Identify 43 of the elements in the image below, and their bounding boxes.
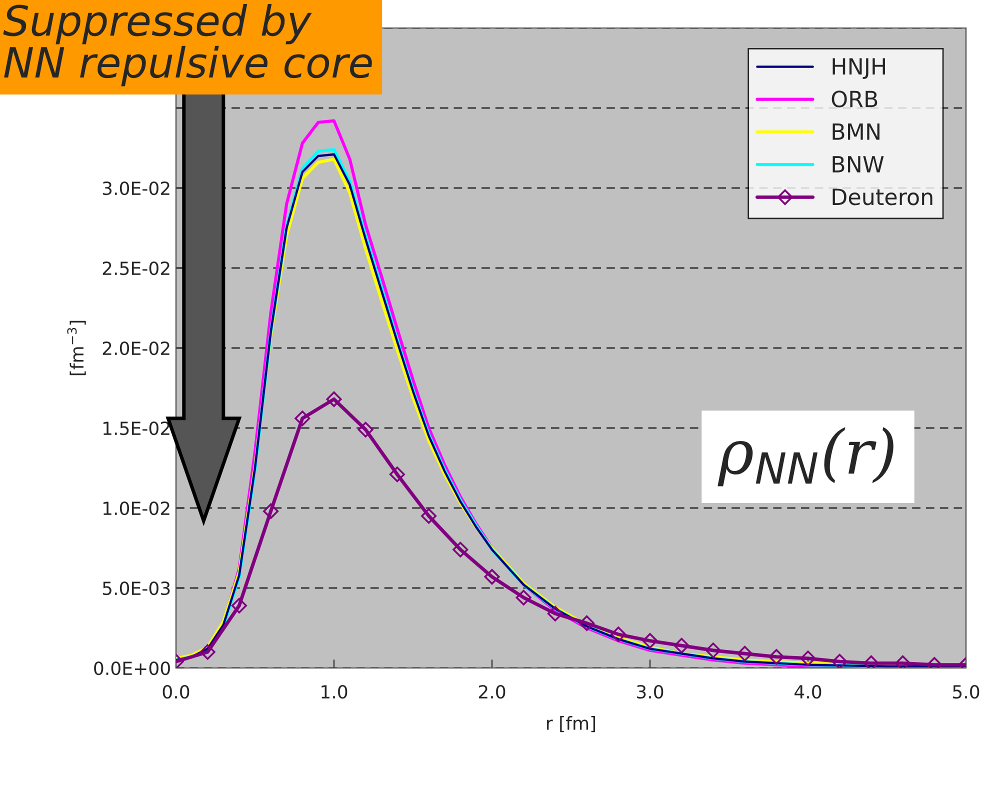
point <box>358 422 374 438</box>
annotation: ρ$_{NN}$(r) <box>718 427 894 486</box>
point <box>832 654 848 668</box>
point <box>484 569 500 585</box>
y-tick-label: 2.0E-02 <box>102 341 170 356</box>
legend-label: BNW <box>832 156 884 172</box>
x-tick-label: 2.0 <box>478 684 506 699</box>
point <box>674 638 690 654</box>
point <box>516 590 532 606</box>
point <box>326 391 342 407</box>
point <box>705 642 721 658</box>
legend-label: BMN <box>832 124 880 140</box>
x-tick-label: 4.0 <box>794 684 822 699</box>
x-tick-label: 1.0 <box>322 684 348 699</box>
point <box>421 508 437 524</box>
x-tick-label: 5.0 <box>953 684 980 699</box>
point <box>200 644 216 660</box>
point <box>642 633 658 649</box>
y-tick-label: 5.0E-03 <box>102 581 170 596</box>
y-tick-label: 2.5E-02 <box>102 261 170 276</box>
legend-label: HNJH <box>832 58 885 79</box>
x-axis-title: r [fm] <box>547 716 596 732</box>
y-tick-label: 0.0E+00 <box>94 661 170 676</box>
point <box>737 646 753 662</box>
point <box>231 598 247 614</box>
point <box>610 626 626 642</box>
legend-label: Deuteron <box>832 188 932 206</box>
x-tick-label: 0.0 <box>162 684 190 699</box>
point <box>547 606 563 622</box>
x-tick-label: 3.0 <box>637 684 664 699</box>
annotation: Suppressed by NN repulsive core <box>3 4 372 86</box>
point <box>452 542 468 558</box>
y-axis-title: [fm$^{−3}$] <box>67 320 86 376</box>
point <box>389 466 405 482</box>
point <box>800 650 816 666</box>
y-tick-label: 1.0E-02 <box>104 501 170 516</box>
point <box>579 615 595 631</box>
y-tick-label: 3.0E-02 <box>102 181 170 196</box>
legend-label: ORB <box>832 90 878 108</box>
point <box>294 410 310 426</box>
point <box>768 649 784 665</box>
y-tick-label: 1.5E-02 <box>104 421 170 436</box>
point <box>263 503 279 519</box>
